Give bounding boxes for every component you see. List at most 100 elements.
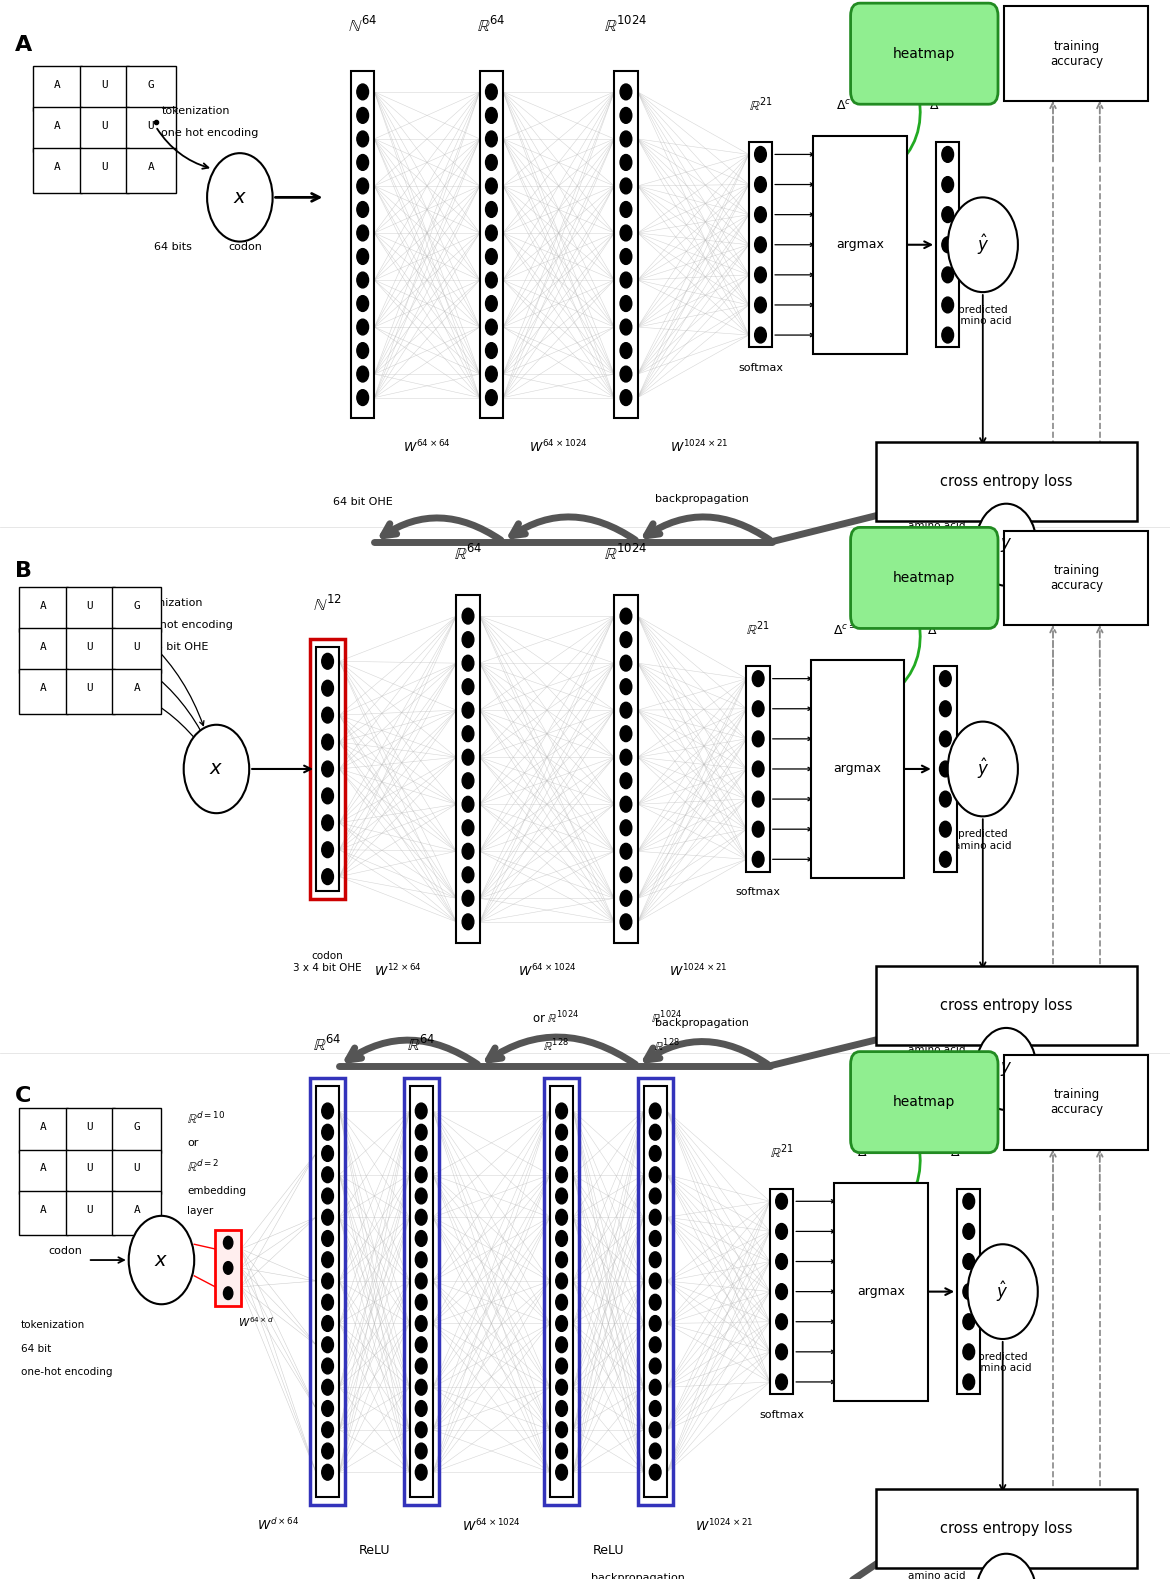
Text: $W^{64\times64}$: $W^{64\times64}$: [404, 439, 450, 456]
Circle shape: [976, 1554, 1037, 1579]
Text: $\mathbb{R}^{128}$: $\mathbb{R}^{128}$: [543, 1037, 569, 1055]
FancyBboxPatch shape: [112, 1108, 161, 1153]
Circle shape: [322, 1124, 333, 1140]
FancyBboxPatch shape: [33, 107, 82, 152]
Text: B: B: [15, 561, 33, 581]
Circle shape: [649, 1210, 661, 1225]
FancyArrowPatch shape: [646, 1042, 768, 1064]
Circle shape: [948, 197, 1018, 292]
Circle shape: [556, 1380, 567, 1396]
Circle shape: [357, 226, 369, 242]
Text: layer: layer: [187, 1206, 213, 1216]
Circle shape: [486, 366, 497, 382]
Circle shape: [462, 608, 474, 624]
FancyArrowPatch shape: [488, 1037, 635, 1064]
Circle shape: [556, 1421, 567, 1437]
Text: cross entropy loss: cross entropy loss: [940, 474, 1073, 489]
Text: predicted
amino acid: predicted amino acid: [973, 1352, 1032, 1374]
Circle shape: [322, 1401, 333, 1416]
Circle shape: [415, 1443, 427, 1459]
Circle shape: [963, 1284, 975, 1300]
FancyBboxPatch shape: [126, 148, 176, 193]
Circle shape: [415, 1124, 427, 1140]
Text: codon: codon: [48, 1246, 82, 1255]
Circle shape: [357, 366, 369, 382]
Circle shape: [649, 1295, 661, 1311]
Circle shape: [556, 1337, 567, 1353]
Text: $\Delta^{c=21}$: $\Delta^{c=21}$: [927, 621, 964, 638]
Circle shape: [486, 107, 497, 123]
Text: A: A: [133, 1205, 140, 1214]
Circle shape: [322, 1252, 333, 1268]
Text: amino acid: amino acid: [908, 1045, 965, 1055]
Circle shape: [415, 1401, 427, 1416]
FancyArrowPatch shape: [383, 518, 501, 540]
FancyBboxPatch shape: [813, 136, 907, 354]
Text: A: A: [133, 684, 140, 693]
Circle shape: [755, 297, 766, 313]
Circle shape: [486, 178, 497, 194]
Circle shape: [486, 343, 497, 358]
Text: A: A: [147, 163, 154, 172]
Circle shape: [322, 1358, 333, 1374]
Text: backpropagation: backpropagation: [591, 1573, 684, 1579]
Text: G: G: [133, 602, 140, 611]
Text: $\Delta^{c=21}$: $\Delta^{c=21}$: [929, 96, 966, 114]
Text: U: U: [87, 1205, 94, 1214]
Text: $W^{64\times1024}$: $W^{64\times1024}$: [462, 1517, 521, 1535]
Circle shape: [620, 202, 632, 218]
Circle shape: [322, 842, 333, 857]
FancyBboxPatch shape: [112, 1150, 161, 1194]
Circle shape: [486, 390, 497, 406]
Circle shape: [322, 1210, 333, 1225]
FancyBboxPatch shape: [875, 1489, 1137, 1568]
Text: codon
3 x 4 bit OHE: codon 3 x 4 bit OHE: [294, 951, 362, 973]
Circle shape: [556, 1295, 567, 1311]
Circle shape: [948, 722, 1018, 816]
Text: $\mathbb{R}^{64}$: $\mathbb{R}^{64}$: [454, 543, 482, 564]
Circle shape: [940, 761, 951, 777]
Circle shape: [940, 701, 951, 717]
Circle shape: [963, 1194, 975, 1210]
Circle shape: [649, 1273, 661, 1288]
Text: A: A: [40, 684, 47, 693]
Circle shape: [620, 295, 632, 311]
FancyBboxPatch shape: [112, 1191, 161, 1235]
Text: U: U: [133, 643, 140, 652]
Circle shape: [776, 1254, 787, 1270]
Text: $\mathbb{R}^{21}$: $\mathbb{R}^{21}$: [746, 619, 770, 638]
Text: A: A: [40, 1164, 47, 1173]
FancyBboxPatch shape: [19, 587, 68, 632]
Circle shape: [357, 202, 369, 218]
Circle shape: [322, 1295, 333, 1311]
Circle shape: [968, 1244, 1038, 1339]
Text: $W^{1024\times21}$: $W^{1024\times21}$: [695, 1517, 753, 1535]
Text: cross entropy loss: cross entropy loss: [940, 1521, 1073, 1536]
FancyArrowPatch shape: [646, 516, 770, 540]
Circle shape: [940, 671, 951, 687]
FancyBboxPatch shape: [811, 660, 904, 878]
Text: predicted
amino acid: predicted amino acid: [954, 829, 1012, 851]
Circle shape: [223, 1236, 233, 1249]
Circle shape: [776, 1284, 787, 1300]
Text: U: U: [87, 1123, 94, 1132]
FancyBboxPatch shape: [550, 1086, 573, 1497]
Circle shape: [620, 726, 632, 742]
Circle shape: [963, 1344, 975, 1360]
Circle shape: [415, 1167, 427, 1183]
Circle shape: [415, 1273, 427, 1288]
Circle shape: [556, 1464, 567, 1480]
Text: $W^{64\times d}$: $W^{64\times d}$: [238, 1315, 274, 1330]
Text: A: A: [40, 602, 47, 611]
Circle shape: [942, 297, 954, 313]
Circle shape: [963, 1224, 975, 1240]
Circle shape: [752, 671, 764, 687]
Circle shape: [322, 1421, 333, 1437]
Text: amino acid: amino acid: [908, 1571, 965, 1579]
Text: ground truth: ground truth: [899, 1017, 965, 1026]
Circle shape: [357, 272, 369, 287]
Circle shape: [755, 147, 766, 163]
Circle shape: [415, 1230, 427, 1246]
Circle shape: [620, 843, 632, 859]
FancyBboxPatch shape: [316, 1086, 339, 1497]
